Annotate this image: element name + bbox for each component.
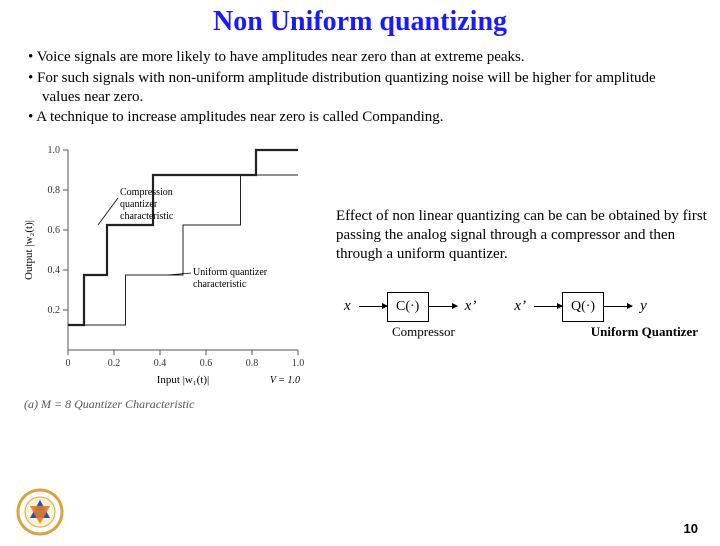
svg-text:0: 0 — [66, 358, 71, 369]
svg-text:0.4: 0.4 — [48, 265, 61, 276]
arrow-icon — [604, 306, 632, 307]
chart-xlabel: Input |w₁(t)| — [157, 374, 210, 386]
chart-ylabel: Output |w₂(t)| — [23, 220, 35, 280]
flow-input-x: x — [336, 298, 359, 315]
uniform-quantizer-line — [68, 175, 298, 325]
arrow-icon — [359, 306, 387, 307]
institution-logo-icon — [16, 488, 64, 536]
quantizer-box: Q(·) — [562, 292, 604, 322]
svg-text:0.2: 0.2 — [48, 305, 61, 316]
svg-text:quantizer: quantizer — [120, 199, 158, 210]
svg-text:characteristic: characteristic — [193, 279, 247, 290]
flow-xprime2: x’ — [506, 298, 534, 315]
svg-text:1.0: 1.0 — [292, 358, 305, 369]
svg-text:1.0: 1.0 — [48, 145, 61, 156]
svg-text:0.8: 0.8 — [246, 358, 259, 369]
page-number: 10 — [684, 521, 698, 536]
flow-output-y: y — [632, 298, 655, 315]
chart-v-label: V = 1.0 — [270, 375, 300, 386]
chart-compression-label: Compression — [120, 187, 173, 198]
signal-flow-diagram: x C(·) x’ x’ Q(·) y Compressor Uniform Q… — [336, 292, 710, 340]
description-paragraph: Effect of non linear quantizing can be c… — [336, 207, 710, 263]
bullet-item: Voice signals are more likely to have am… — [28, 48, 692, 67]
arrow-icon — [429, 306, 457, 307]
arrow-icon — [534, 306, 562, 307]
flow-xprime1: x’ — [457, 298, 485, 315]
compressor-label: Compressor — [392, 324, 455, 340]
svg-text:0.6: 0.6 — [48, 225, 61, 236]
quantizer-label: Uniform Quantizer — [591, 324, 698, 340]
compressor-box: C(·) — [387, 292, 429, 322]
svg-text:characteristic: characteristic — [120, 211, 174, 222]
chart-uniform-label: Uniform quantizer — [193, 267, 268, 278]
svg-text:0.6: 0.6 — [200, 358, 213, 369]
svg-text:0.8: 0.8 — [48, 185, 61, 196]
chart-caption: (a) M = 8 Quantizer Characteristic — [24, 397, 328, 412]
bullet-item: For such signals with non-uniform amplit… — [28, 69, 692, 107]
svg-text:0.4: 0.4 — [154, 358, 167, 369]
quantizer-chart: 0 0.2 0.4 0.6 0.8 1.0 0.2 0.4 0.6 0.8 1.0 Input |… — [18, 135, 318, 395]
svg-text:0.2: 0.2 — [108, 358, 121, 369]
bullet-item: A technique to increase amplitudes near … — [28, 108, 692, 127]
bullet-list: Voice signals are more likely to have am… — [28, 48, 692, 127]
page-title: Non Uniform quantizing — [0, 6, 720, 38]
